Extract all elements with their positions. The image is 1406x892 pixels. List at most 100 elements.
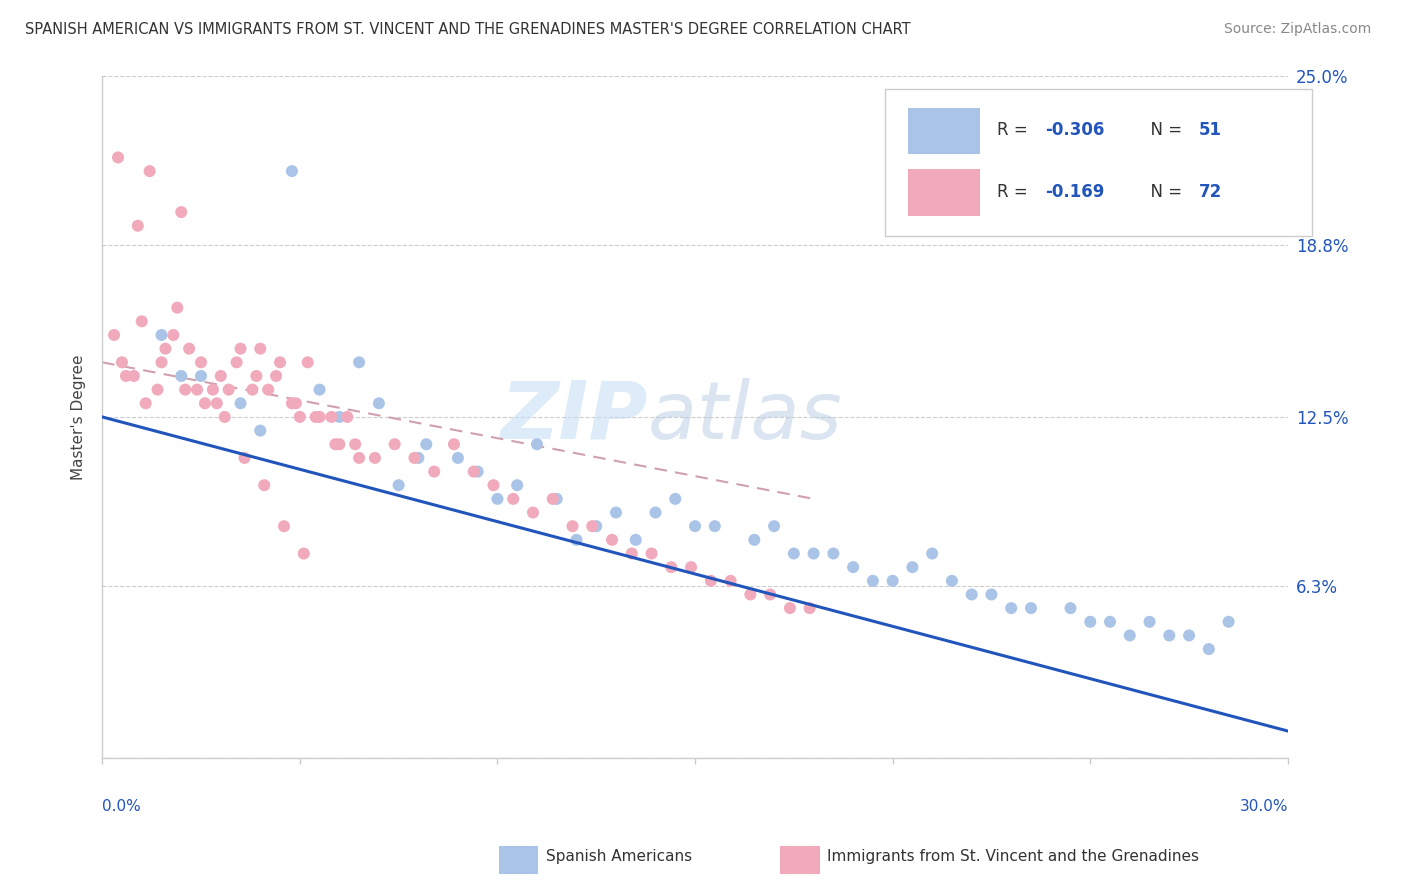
Point	[624, 533, 647, 547]
Text: atlas: atlas	[648, 378, 842, 456]
Point	[233, 450, 256, 465]
FancyBboxPatch shape	[908, 108, 980, 154]
Point	[640, 547, 662, 561]
Point	[308, 409, 330, 424]
Point	[1198, 642, 1220, 657]
Point	[862, 574, 884, 588]
Y-axis label: Master's Degree: Master's Degree	[72, 354, 86, 480]
Point	[347, 450, 370, 465]
Point	[463, 465, 485, 479]
Point	[882, 574, 904, 588]
Text: Immigrants from St. Vincent and the Grenadines: Immigrants from St. Vincent and the Gren…	[827, 849, 1199, 863]
Point	[127, 219, 149, 233]
Point	[179, 342, 201, 356]
Point	[150, 328, 173, 343]
Point	[103, 328, 125, 343]
Point	[683, 519, 706, 533]
Point	[190, 368, 212, 383]
Point	[131, 314, 153, 328]
Point	[388, 478, 411, 492]
Point	[541, 491, 564, 506]
Point	[502, 491, 524, 506]
Text: N =: N =	[1140, 121, 1187, 139]
Point	[561, 519, 583, 533]
Point	[486, 491, 509, 506]
Point	[664, 491, 686, 506]
Point	[620, 547, 643, 561]
Text: R =: R =	[997, 183, 1033, 201]
Point	[201, 383, 224, 397]
Point	[546, 491, 568, 506]
Point	[759, 587, 782, 601]
Text: Spanish Americans: Spanish Americans	[546, 849, 692, 863]
Point	[1000, 601, 1022, 615]
Point	[763, 519, 786, 533]
Point	[249, 424, 271, 438]
Point	[404, 450, 426, 465]
Point	[146, 383, 169, 397]
Point	[297, 355, 319, 369]
Point	[506, 478, 529, 492]
Point	[225, 355, 247, 369]
Point	[174, 383, 197, 397]
Point	[703, 519, 725, 533]
Point	[170, 205, 193, 219]
Point	[205, 396, 228, 410]
Point	[122, 368, 145, 383]
Point	[700, 574, 723, 588]
Point	[960, 587, 983, 601]
Point	[522, 506, 544, 520]
Point	[581, 519, 603, 533]
Point	[186, 383, 208, 397]
Point	[344, 437, 367, 451]
Point	[273, 519, 295, 533]
Point	[194, 396, 217, 410]
Point	[166, 301, 188, 315]
Point	[384, 437, 406, 451]
Text: 0.0%: 0.0%	[103, 799, 141, 814]
Point	[921, 547, 943, 561]
Point	[288, 409, 311, 424]
Point	[336, 409, 359, 424]
Point	[304, 409, 326, 424]
Point	[229, 342, 252, 356]
Point	[281, 164, 304, 178]
Point	[1119, 628, 1142, 642]
Point	[423, 465, 446, 479]
Point	[209, 368, 232, 383]
Point	[823, 547, 845, 561]
Point	[803, 547, 825, 561]
Point	[1059, 601, 1081, 615]
Point	[842, 560, 865, 574]
Text: 72: 72	[1199, 183, 1222, 201]
Point	[257, 383, 280, 397]
Point	[138, 164, 160, 178]
Point	[170, 368, 193, 383]
Text: N =: N =	[1140, 183, 1187, 201]
Point	[1019, 601, 1042, 615]
Point	[605, 506, 627, 520]
Point	[190, 355, 212, 369]
Point	[526, 437, 548, 451]
Point	[1178, 628, 1201, 642]
Point	[245, 368, 267, 383]
Point	[415, 437, 437, 451]
Text: ZIP: ZIP	[501, 378, 648, 456]
Point	[941, 574, 963, 588]
Point	[242, 383, 264, 397]
Point	[249, 342, 271, 356]
Text: SPANISH AMERICAN VS IMMIGRANTS FROM ST. VINCENT AND THE GRENADINES MASTER'S DEGR: SPANISH AMERICAN VS IMMIGRANTS FROM ST. …	[25, 22, 911, 37]
Point	[364, 450, 387, 465]
Point	[740, 587, 762, 601]
Text: 51: 51	[1199, 121, 1222, 139]
Point	[799, 601, 821, 615]
FancyBboxPatch shape	[884, 89, 1312, 236]
Point	[325, 437, 347, 451]
Point	[1218, 615, 1240, 629]
Point	[150, 355, 173, 369]
Text: -0.306: -0.306	[1045, 121, 1104, 139]
Point	[115, 368, 138, 383]
Point	[321, 409, 343, 424]
Point	[644, 506, 666, 520]
FancyBboxPatch shape	[908, 169, 980, 216]
